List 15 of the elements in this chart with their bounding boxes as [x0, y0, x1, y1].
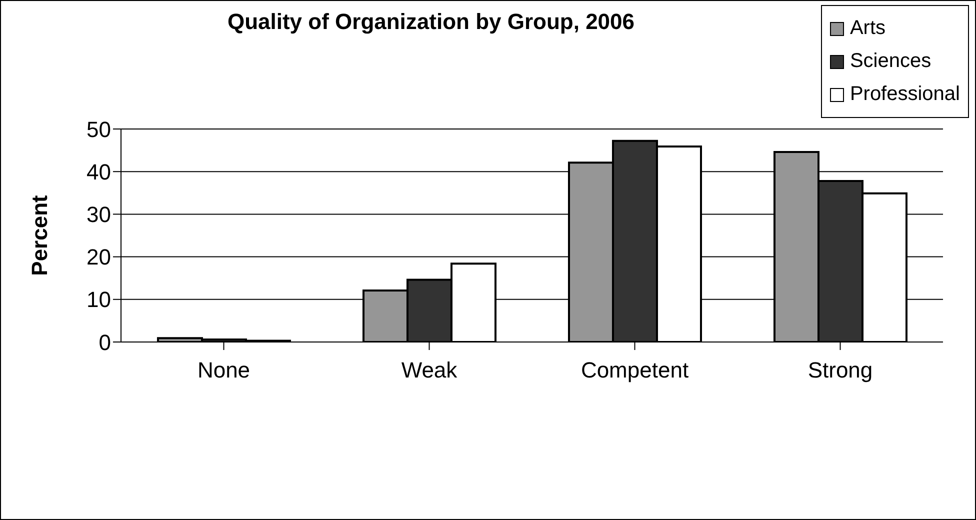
x-tick-label: Strong — [808, 358, 873, 383]
y-tick-label: 10 — [86, 287, 111, 312]
chart-title: Quality of Organization by Group, 2006 — [226, 9, 636, 35]
legend-label: Arts — [850, 17, 886, 40]
y-tick-label: 50 — [86, 116, 111, 142]
x-tick-label: None — [197, 358, 250, 383]
legend-label: Sciences — [850, 50, 932, 73]
y-tick-label: 0 — [98, 330, 111, 355]
y-tick-label: 30 — [86, 202, 111, 228]
y-axis-title: Percent — [26, 194, 52, 276]
x-tick-label: Weak — [401, 358, 458, 383]
y-tick-label: 20 — [86, 244, 111, 270]
y-tick-label: 40 — [86, 159, 111, 184]
x-tick-label: Competent — [580, 358, 689, 383]
legend-label: Professional — [850, 83, 960, 106]
